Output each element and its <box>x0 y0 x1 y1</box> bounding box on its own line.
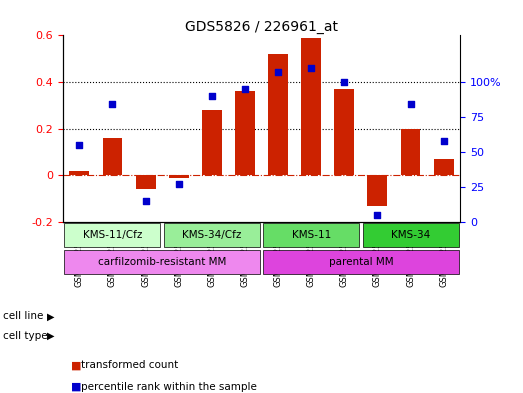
FancyBboxPatch shape <box>164 223 260 247</box>
FancyBboxPatch shape <box>64 223 161 247</box>
Point <box>208 93 216 99</box>
FancyBboxPatch shape <box>64 250 260 274</box>
Point <box>108 101 117 107</box>
FancyBboxPatch shape <box>362 223 459 247</box>
Point <box>274 69 282 75</box>
Bar <box>70 171 89 175</box>
Bar <box>301 38 321 175</box>
Point <box>141 198 150 204</box>
Text: parental MM: parental MM <box>328 257 393 267</box>
Text: KMS-11/Cfz: KMS-11/Cfz <box>83 230 142 240</box>
Text: KMS-11: KMS-11 <box>291 230 331 240</box>
Point <box>307 65 315 71</box>
Bar <box>268 54 288 175</box>
Bar <box>135 175 155 189</box>
Point <box>373 212 382 218</box>
Point <box>241 86 249 92</box>
Bar <box>235 91 255 175</box>
Text: KMS-34/Cfz: KMS-34/Cfz <box>182 230 242 240</box>
Text: ▶: ▶ <box>47 331 54 341</box>
Point <box>406 101 415 107</box>
Point <box>340 79 348 85</box>
Bar <box>334 89 354 175</box>
Bar <box>169 175 189 178</box>
Bar <box>103 138 122 175</box>
Text: cell line: cell line <box>3 311 43 321</box>
Bar <box>401 129 420 175</box>
FancyBboxPatch shape <box>263 250 459 274</box>
Point <box>439 138 448 144</box>
Text: ▶: ▶ <box>47 311 54 321</box>
Bar <box>202 110 222 175</box>
FancyBboxPatch shape <box>263 223 359 247</box>
Text: percentile rank within the sample: percentile rank within the sample <box>81 382 257 392</box>
Text: GDS5826 / 226961_at: GDS5826 / 226961_at <box>185 20 338 34</box>
Bar <box>434 159 453 175</box>
Point <box>175 181 183 187</box>
Text: ■: ■ <box>71 360 81 371</box>
Text: KMS-34: KMS-34 <box>391 230 430 240</box>
Point <box>75 142 84 148</box>
Text: transformed count: transformed count <box>81 360 178 371</box>
Text: carfilzomib-resistant MM: carfilzomib-resistant MM <box>98 257 226 267</box>
Bar <box>368 175 388 206</box>
Text: cell type: cell type <box>3 331 47 341</box>
Text: ■: ■ <box>71 382 81 392</box>
